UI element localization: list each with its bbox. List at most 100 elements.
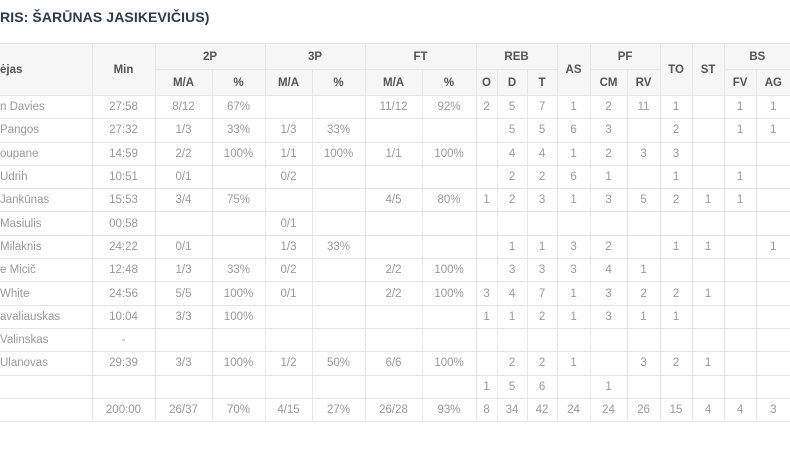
header-reb-t[interactable]: T xyxy=(526,69,558,96)
cell-bs-ag: 1 xyxy=(755,118,790,143)
cell-reb-o xyxy=(475,118,498,143)
cell-min: 29:39 xyxy=(91,351,156,376)
cell-p3-ma: 0/2 xyxy=(264,258,313,283)
cell-ft-ma: 1/1 xyxy=(364,141,423,166)
cell-bs-fv: 1 xyxy=(723,94,757,120)
cell-p2-ma: 5/5 xyxy=(154,281,213,306)
cell-reb-d: 2 xyxy=(496,164,528,190)
cell-name[interactable]: Pangos xyxy=(0,118,93,143)
cell-to xyxy=(659,327,693,353)
cell-name[interactable]: avaliauskas xyxy=(0,304,93,329)
cell-reb-d xyxy=(496,211,528,236)
cell-name[interactable]: Masiulis xyxy=(0,211,93,236)
cell-p3-ma xyxy=(264,304,313,329)
cell-as xyxy=(556,211,591,236)
cell-pf-cm: 3 xyxy=(589,281,628,306)
cell-st xyxy=(691,211,725,236)
cell-p2-pct: 70% xyxy=(211,397,266,423)
cell-p2-pct: 67% xyxy=(211,94,266,120)
cell-bs-ag xyxy=(755,211,790,236)
header-3p-ma[interactable]: M/A xyxy=(264,69,313,96)
player-row: Jankūnas 15:53 3/4 75% 4/5 80% 1 2 3 1 3 5 2 1 1 xyxy=(0,188,790,213)
cell-p3-ma xyxy=(264,94,313,120)
cell-pf-cm: 3 xyxy=(589,188,628,213)
cell-name[interactable]: Udrih xyxy=(0,164,93,190)
cell-as: 3 xyxy=(556,234,591,260)
cell-p3-ma: 1/3 xyxy=(264,234,313,260)
cell-as: 1 xyxy=(556,281,591,306)
header-st[interactable]: ST xyxy=(691,43,725,96)
cell-name[interactable]: Ulanovas xyxy=(0,351,93,376)
cell-bs-fv xyxy=(723,374,757,399)
cell-name[interactable]: n Davies xyxy=(0,94,93,120)
cell-p2-pct: 100% xyxy=(211,304,266,329)
cell-ft-ma xyxy=(364,374,423,399)
header-bs: BS xyxy=(723,43,790,70)
header-as[interactable]: AS xyxy=(556,43,591,96)
cell-reb-t: 3 xyxy=(526,188,558,213)
cell-name[interactable]: Valinskas xyxy=(0,327,93,353)
cell-p2-ma: 8/12 xyxy=(154,94,213,120)
cell-name[interactable]: e Micič xyxy=(0,258,93,283)
cell-name xyxy=(0,374,93,399)
cell-pf-cm: 1 xyxy=(589,374,628,399)
header-3p-pct[interactable]: % xyxy=(311,69,366,96)
cell-p2-pct xyxy=(211,234,266,260)
cell-pf-rv: 1 xyxy=(626,304,661,329)
cell-min: 200:00 xyxy=(91,397,156,423)
cell-as xyxy=(556,374,591,399)
header-bs-fv[interactable]: FV xyxy=(723,69,757,96)
cell-p2-ma xyxy=(154,211,213,236)
cell-to: 1 xyxy=(659,94,693,120)
cell-bs-ag xyxy=(755,164,790,190)
header-2p-pct[interactable]: % xyxy=(211,69,266,96)
header-reb-d[interactable]: D xyxy=(496,69,528,96)
header-pf-rv[interactable]: RV xyxy=(626,69,661,96)
cell-reb-d: 5 xyxy=(496,94,528,120)
cell-name[interactable]: oupane xyxy=(0,141,93,166)
cell-bs-ag xyxy=(755,188,790,213)
cell-name[interactable]: Milaknis xyxy=(0,234,93,260)
cell-reb-o: 8 xyxy=(475,397,498,423)
header-ft-ma[interactable]: M/A xyxy=(364,69,423,96)
cell-to: 1 xyxy=(659,304,693,329)
cell-ft-pct: 100% xyxy=(421,281,477,306)
cell-p3-ma: 1/3 xyxy=(264,118,313,143)
cell-p2-pct: 75% xyxy=(211,188,266,213)
cell-name[interactable]: White xyxy=(0,281,93,306)
header-to[interactable]: TO xyxy=(659,43,693,96)
header-min[interactable]: Min xyxy=(91,43,156,96)
cell-pf-rv: 3 xyxy=(626,141,661,166)
cell-p3-pct xyxy=(311,374,366,399)
cell-pf-cm: 2 xyxy=(589,141,628,166)
cell-min xyxy=(91,374,156,399)
header-ft: FT xyxy=(364,43,477,70)
cell-reb-o xyxy=(475,141,498,166)
cell-bs-ag: 3 xyxy=(755,397,790,423)
cell-reb-d: 1 xyxy=(496,304,528,329)
header-3p: 3P xyxy=(264,43,366,70)
header-bs-ag[interactable]: AG xyxy=(755,69,790,96)
cell-p3-pct xyxy=(311,281,366,306)
header-pf-cm[interactable]: CM xyxy=(589,69,628,96)
cell-min: 10:51 xyxy=(91,164,156,190)
header-2p-ma[interactable]: M/A xyxy=(154,69,213,96)
cell-p3-ma: 4/15 xyxy=(264,397,313,423)
cell-pf-cm: 1 xyxy=(589,164,628,190)
cell-reb-t: 7 xyxy=(526,94,558,120)
cell-name[interactable]: Jankūnas xyxy=(0,188,93,213)
cell-pf-cm xyxy=(589,327,628,353)
header-player[interactable]: ėjas xyxy=(0,43,93,96)
cell-p2-ma: 3/3 xyxy=(154,351,213,376)
cell-reb-d: 4 xyxy=(496,141,528,166)
header-reb-o[interactable]: O xyxy=(475,69,498,96)
cell-bs-ag xyxy=(755,327,790,353)
cell-pf-rv: 3 xyxy=(626,351,661,376)
cell-st: 1 xyxy=(691,234,725,260)
cell-reb-d: 5 xyxy=(496,374,528,399)
header-ft-pct[interactable]: % xyxy=(421,69,477,96)
cell-reb-o: 3 xyxy=(475,281,498,306)
cell-p2-ma: 0/1 xyxy=(154,164,213,190)
cell-reb-t: 6 xyxy=(526,374,558,399)
cell-pf-cm xyxy=(589,211,628,236)
